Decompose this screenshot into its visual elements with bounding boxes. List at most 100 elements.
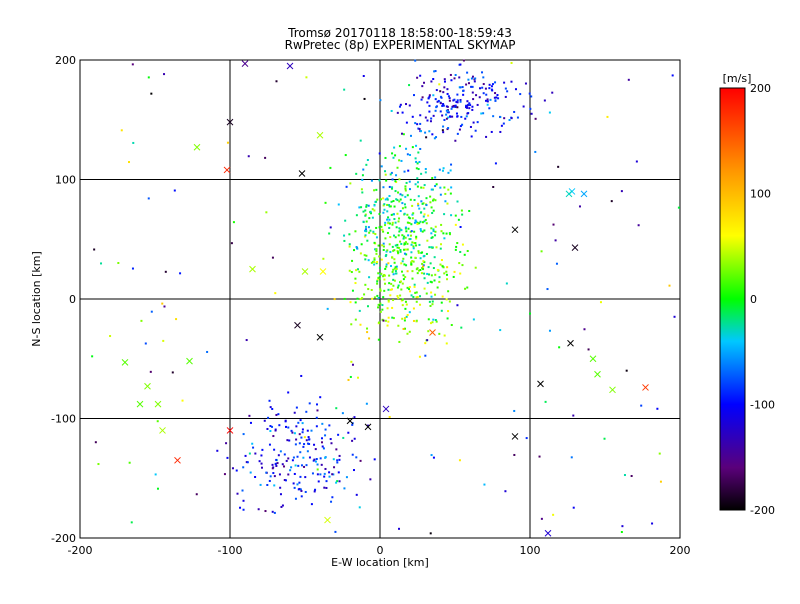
data-point (414, 219, 417, 222)
cross-marker (571, 244, 579, 251)
data-point (422, 264, 425, 267)
data-point (419, 147, 422, 150)
data-point (388, 194, 391, 197)
colorbar-tick-label: 100 (750, 188, 771, 201)
data-point (494, 92, 497, 95)
data-point (373, 258, 376, 261)
cross-marker (594, 370, 601, 378)
data-point (400, 159, 403, 162)
data-point (231, 467, 234, 470)
data-point (363, 97, 366, 100)
data-point (583, 328, 586, 331)
data-point (345, 476, 348, 479)
colorbar-ticks: 200 100 0 -100 -200 (750, 82, 775, 517)
data-point (308, 438, 311, 441)
data-point (390, 288, 393, 291)
data-point (456, 99, 459, 102)
data-point (348, 243, 351, 246)
data-point (411, 260, 414, 263)
data-point (456, 200, 459, 203)
data-point (431, 300, 434, 303)
data-point (450, 324, 453, 327)
data-point (384, 173, 387, 176)
data-point (373, 204, 376, 207)
data-point (430, 188, 433, 191)
data-point (396, 212, 399, 215)
data-point (385, 250, 388, 253)
data-point (258, 460, 261, 463)
data-point (131, 267, 134, 270)
data-point (587, 348, 590, 351)
data-point (375, 252, 378, 255)
data-point (482, 76, 485, 79)
data-point (292, 456, 295, 459)
data-point (396, 246, 399, 249)
data-point (504, 87, 507, 90)
data-point (351, 453, 354, 456)
data-point (241, 489, 244, 492)
data-point (281, 504, 284, 507)
data-point (293, 411, 296, 414)
data-point (415, 291, 418, 294)
data-point (390, 109, 393, 112)
data-point (486, 103, 489, 106)
data-point (348, 233, 351, 236)
cross-marker (589, 355, 597, 363)
data-point (416, 272, 419, 275)
data-point (424, 167, 427, 170)
data-point (298, 481, 301, 484)
cross-marker (136, 400, 144, 408)
data-point (429, 322, 432, 325)
data-point (415, 235, 418, 238)
data-point (416, 76, 419, 79)
data-point (321, 422, 324, 425)
data-point (375, 236, 378, 239)
data-point (386, 324, 389, 327)
data-point (419, 114, 422, 117)
data-point (454, 104, 457, 107)
data-point (353, 437, 356, 440)
data-point (265, 471, 268, 474)
data-point (430, 232, 433, 235)
data-point (460, 326, 463, 329)
data-point (426, 119, 429, 122)
data-point (411, 241, 414, 244)
data-point (242, 466, 245, 469)
data-point (94, 441, 97, 444)
data-point (447, 171, 450, 174)
data-point (432, 228, 435, 231)
data-point (397, 297, 400, 300)
data-point (380, 258, 383, 261)
data-point (399, 248, 402, 251)
data-point (287, 426, 290, 429)
data-point (454, 105, 457, 108)
data-point (448, 300, 451, 303)
data-point (367, 288, 370, 291)
data-point (378, 152, 381, 155)
data-point (154, 473, 157, 476)
data-point (372, 260, 375, 263)
data-point (404, 300, 407, 303)
data-point (324, 467, 327, 470)
data-point (441, 104, 444, 107)
data-point (382, 296, 385, 299)
data-point (254, 452, 257, 455)
x-tick-label: -200 (68, 544, 93, 557)
data-point (510, 80, 513, 83)
data-point (505, 282, 508, 285)
data-point (406, 221, 409, 224)
data-point (277, 413, 280, 416)
data-point (419, 268, 422, 271)
data-point (481, 71, 484, 74)
data-point (606, 115, 609, 118)
data-point (397, 220, 400, 223)
data-point (401, 298, 404, 301)
data-point (378, 212, 381, 215)
data-point (530, 112, 533, 115)
data-point (424, 116, 427, 119)
data-point (445, 342, 448, 345)
data-point (320, 463, 323, 466)
data-point (416, 177, 419, 180)
data-point (394, 272, 397, 275)
